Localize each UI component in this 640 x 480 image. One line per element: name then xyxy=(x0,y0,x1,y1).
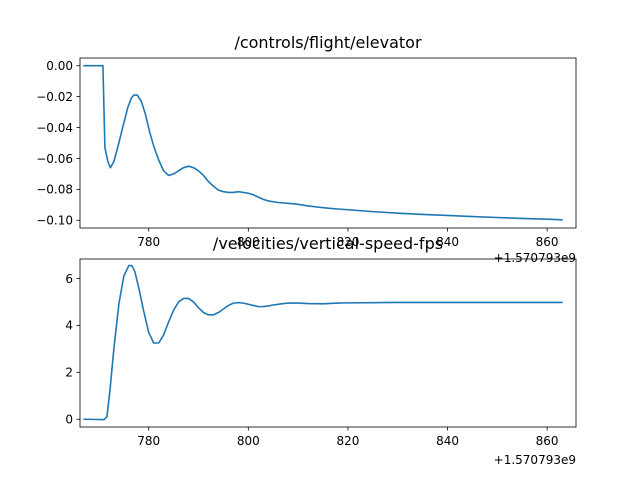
elevator-chart-ticks: 780 800 820 840 860 0.00 −0.02 −0.04 −0.06 −0.08 −… xyxy=(36,59,558,249)
elevator-y-tick-label: −0.02 xyxy=(36,90,73,104)
vertical-speed-y-tick-label: 6 xyxy=(65,272,73,286)
vertical-speed-chart-title: /velocities/vertical-speed-fps xyxy=(213,234,443,253)
vertical-speed-y-tick-label: 2 xyxy=(65,366,73,380)
vertical-speed-x-offset-label: +1.570793e9 xyxy=(494,453,576,467)
elevator-x-offset-label: +1.570793e9 xyxy=(494,251,576,265)
elevator-series-line xyxy=(83,64,563,221)
vertical-speed-chart-frame xyxy=(79,258,577,428)
vertical-speed-chart: /velocities/vertical-speed-fps 780 800 820… xyxy=(65,234,577,467)
vertical-speed-y-tick-label: 4 xyxy=(65,319,73,333)
elevator-x-tick-label: 780 xyxy=(137,235,160,249)
vertical-speed-y-tick-label: 0 xyxy=(65,413,73,427)
vertical-speed-x-tick-label: 860 xyxy=(536,434,559,448)
vertical-speed-x-tick-label: 820 xyxy=(336,434,359,448)
elevator-x-tick-label: 840 xyxy=(436,235,459,249)
vertical-speed-series-line xyxy=(83,264,563,421)
vertical-speed-x-tick-label: 840 xyxy=(436,434,459,448)
elevator-x-tick-label: 860 xyxy=(536,235,559,249)
vertical-speed-x-tick-label: 780 xyxy=(137,434,160,448)
elevator-y-tick-label: −0.06 xyxy=(36,152,73,166)
elevator-x-tick-label: 820 xyxy=(336,235,359,249)
elevator-chart: /controls/flight/elevator 780 800 820 840 86… xyxy=(36,33,577,265)
elevator-y-tick-label: 0.00 xyxy=(46,59,73,73)
elevator-y-tick-label: −0.10 xyxy=(36,214,73,228)
elevator-chart-title: /controls/flight/elevator xyxy=(234,33,422,52)
vertical-speed-x-tick-label: 800 xyxy=(237,434,260,448)
elevator-chart-frame xyxy=(79,57,577,229)
vertical-speed-chart-ticks: 780 800 820 840 860 0 2 4 6 xyxy=(65,272,558,448)
elevator-x-tick-label: 800 xyxy=(237,235,260,249)
elevator-y-tick-label: −0.04 xyxy=(36,121,73,135)
elevator-y-tick-label: −0.08 xyxy=(36,183,73,197)
